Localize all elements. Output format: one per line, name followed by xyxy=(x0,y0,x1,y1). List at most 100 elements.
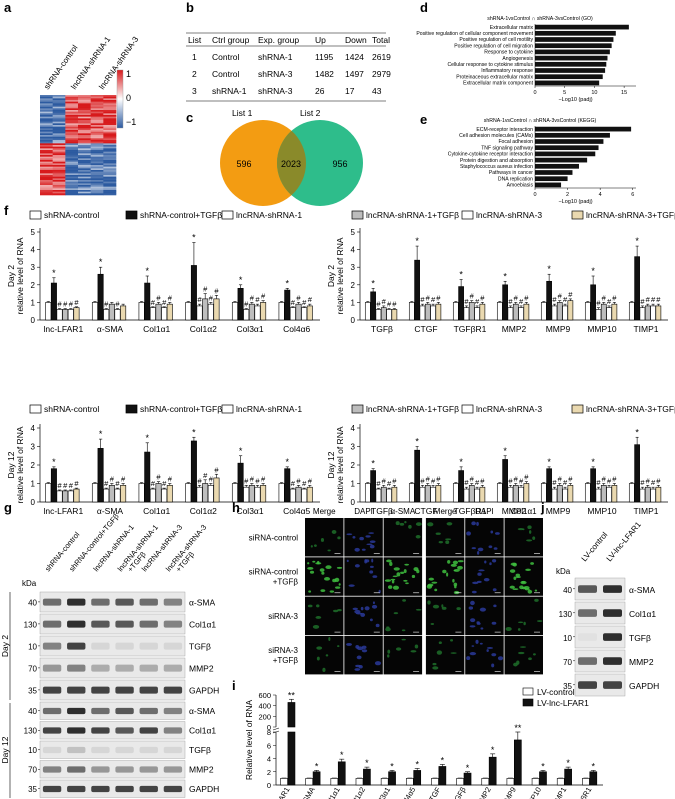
heatmap-cell xyxy=(52,173,66,176)
heatmap-cell xyxy=(65,188,79,191)
fluorescence-signal xyxy=(346,559,349,563)
bar xyxy=(650,305,656,321)
heatmap-cell xyxy=(65,151,79,154)
x-axis-label: −Log10 (padj) xyxy=(558,97,592,103)
fluorescence-signal xyxy=(484,560,487,564)
fluorescence-signal xyxy=(378,589,381,594)
table-header: Exp. group xyxy=(258,35,299,45)
fluorescence-signal xyxy=(524,588,530,591)
bar xyxy=(166,303,173,321)
heatmap-cell xyxy=(103,178,117,181)
bar xyxy=(103,488,110,503)
bar xyxy=(386,309,392,321)
fluorescence-signal xyxy=(368,532,375,534)
bar xyxy=(628,483,635,503)
fluorescence-signal xyxy=(431,581,438,584)
fluorescence-signal xyxy=(404,520,407,524)
heatmap-cell xyxy=(65,173,79,176)
bar xyxy=(301,488,308,503)
microscopy-tile xyxy=(504,518,543,557)
heatmap-cell xyxy=(52,161,66,164)
blot-band xyxy=(139,766,158,773)
significance-mark: * xyxy=(340,750,344,760)
fluorescence-signal xyxy=(475,639,479,644)
significance-star: * xyxy=(415,236,419,246)
fluorescence-signal xyxy=(488,545,493,549)
bar xyxy=(330,778,339,786)
tick-label: 0 xyxy=(267,723,271,732)
kegg-chart-title: shRNA-1vsControl ∩ shRNA-3vsControl (KEG… xyxy=(484,118,597,124)
fluorescence-signal xyxy=(338,583,341,586)
fluorescence-signal xyxy=(435,532,441,535)
table-cell: 1497 xyxy=(345,69,364,79)
heatmap-cell xyxy=(78,128,91,131)
significance-hash: # xyxy=(115,300,120,309)
microscopy-header: DAPI xyxy=(475,507,494,516)
heatmap-cell xyxy=(90,160,104,162)
fluorescence-signal xyxy=(352,535,356,539)
fluorescence-signal xyxy=(316,656,320,661)
fluorescence-signal xyxy=(518,651,525,655)
heatmap-cell xyxy=(52,150,66,152)
heatmap-cell xyxy=(103,126,117,129)
bar xyxy=(531,778,540,786)
tick-label: 15 xyxy=(621,90,627,96)
significance-star: * xyxy=(459,270,463,280)
legend-label: LV-lnc-LFAR1 xyxy=(537,698,589,708)
heatmap-cell xyxy=(103,146,117,149)
heatmap-cell xyxy=(65,155,79,157)
blot-band xyxy=(42,642,62,650)
y-axis-label: Relative level of RNA xyxy=(244,700,254,781)
fluorescence-signal xyxy=(436,650,443,655)
tick-label: 3 xyxy=(31,443,36,452)
enrichment-term: TNF signaling pathway xyxy=(481,145,533,151)
fluorescence-signal xyxy=(358,664,363,669)
venn-overlap-count: 2023 xyxy=(281,159,301,169)
blot-band xyxy=(163,686,183,694)
fluorescence-signal xyxy=(489,562,492,566)
blot-band xyxy=(603,657,622,665)
heatmap-cell xyxy=(40,103,53,106)
blot-band xyxy=(115,707,134,715)
bar xyxy=(91,302,98,321)
heatmap-cell xyxy=(65,191,79,194)
category-label: Col3α1 xyxy=(236,324,263,334)
heatmap-cell xyxy=(52,121,66,124)
heatmap-cell xyxy=(40,130,53,132)
bar xyxy=(45,302,52,321)
y-axis-label: relative level of RNA xyxy=(15,426,25,503)
blot-band xyxy=(139,746,158,754)
fluorescence-signal xyxy=(320,589,326,592)
bar xyxy=(120,485,127,503)
blot-strip xyxy=(39,740,186,759)
heatmap-cell xyxy=(40,121,53,124)
heatmap-cell xyxy=(40,110,53,112)
significance-hash: # xyxy=(104,479,109,488)
heatmap-cell xyxy=(103,125,117,127)
legend-swatch xyxy=(522,698,534,707)
significance-hash: # xyxy=(63,300,68,309)
tick-label: 5 xyxy=(31,228,36,237)
fluorescence-signal xyxy=(445,538,452,541)
bar xyxy=(91,483,98,503)
blot-band xyxy=(115,746,134,754)
heatmap-cell xyxy=(90,178,104,181)
heatmap-cell xyxy=(65,175,79,177)
heatmap-cell xyxy=(52,193,66,196)
heatmap-cell xyxy=(40,150,53,152)
legend-label: shRNA-control xyxy=(44,210,99,220)
bar xyxy=(284,289,291,321)
heatmap-cell xyxy=(52,131,66,134)
blot-band xyxy=(139,707,158,715)
category-label: MMP9 xyxy=(546,324,571,334)
bar xyxy=(606,486,612,503)
heatmap-cell xyxy=(103,145,117,147)
bar xyxy=(481,778,490,786)
heatmap-cell xyxy=(52,190,66,192)
blot-band xyxy=(91,598,110,606)
heatmap-cell xyxy=(103,133,117,136)
fluorescence-signal xyxy=(361,649,368,653)
bar xyxy=(67,490,74,503)
heatmap-cell xyxy=(103,136,117,139)
